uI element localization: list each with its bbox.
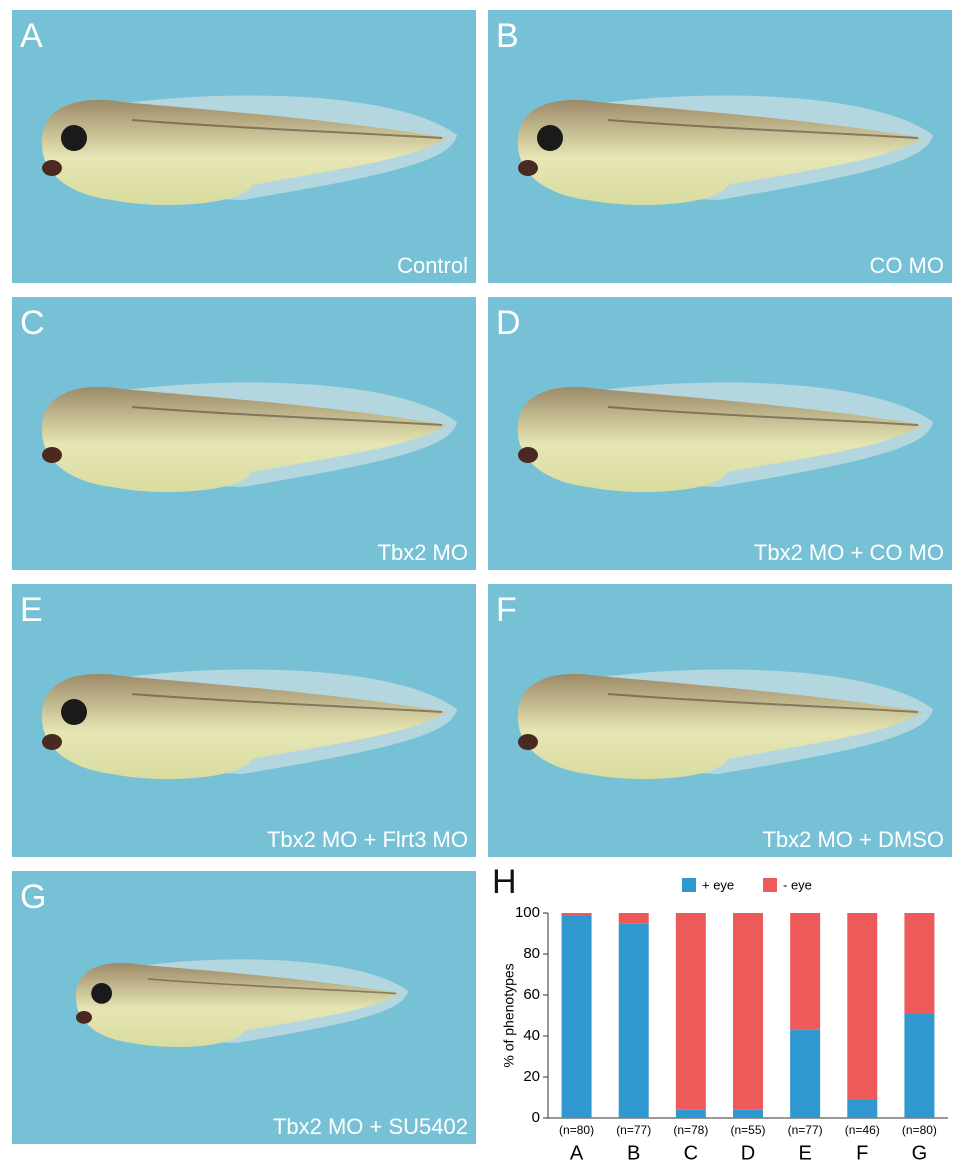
panel: A Control xyxy=(12,10,476,283)
embryo-stripe xyxy=(131,693,443,713)
bar-segment xyxy=(675,913,706,1110)
panel: C Tbx2 MO xyxy=(12,297,476,570)
photo-panels: A Control B CO MO C Tbx2 MO D Tbx2 MO + CO MO E T… xyxy=(12,10,952,1144)
embryo xyxy=(517,382,933,492)
panel: G Tbx2 MO + SU5402 xyxy=(12,871,476,1144)
embryo-stripe xyxy=(131,406,443,426)
embryo-eye xyxy=(91,983,112,1004)
panel: F Tbx2 MO + DMSO xyxy=(488,584,952,857)
embryo-stripe xyxy=(607,119,919,139)
embryo-body xyxy=(517,386,923,492)
y-tick-label: 0 xyxy=(532,1109,540,1126)
x-tick-label: E xyxy=(798,1142,811,1164)
panel-letter: F xyxy=(496,591,517,629)
legend-label: - eye xyxy=(783,877,812,892)
bar-segment xyxy=(790,913,821,1030)
panel-caption: Tbx2 MO + DMSO xyxy=(762,827,944,852)
embryo-mouth xyxy=(518,447,538,463)
bar-segment xyxy=(904,1013,935,1118)
embryo-mouth xyxy=(518,734,538,750)
embryo-eye xyxy=(537,125,563,151)
n-label: (n=46) xyxy=(845,1123,880,1137)
n-label: (n=80) xyxy=(559,1123,594,1137)
embryo-eye xyxy=(61,699,87,725)
panel: B CO MO xyxy=(488,10,952,283)
x-tick-label: F xyxy=(856,1142,868,1164)
embryo-mouth xyxy=(42,447,62,463)
embryo-mouth xyxy=(518,160,538,176)
panel-letter: E xyxy=(20,591,43,629)
embryo xyxy=(41,669,457,779)
n-label: (n=77) xyxy=(616,1123,651,1137)
x-tick-label: G xyxy=(912,1142,928,1164)
y-axis-label: % of phenotypes xyxy=(501,963,517,1067)
embryo-stripe xyxy=(131,119,443,139)
n-label: (n=77) xyxy=(788,1123,823,1137)
legend-label: + eye xyxy=(702,877,734,892)
embryo xyxy=(517,669,933,779)
bar-segment xyxy=(733,913,763,1110)
x-tick-label: C xyxy=(684,1142,698,1164)
bar-segment xyxy=(847,913,878,1100)
bar-segment xyxy=(561,915,592,1118)
panel-caption: Tbx2 MO + CO MO xyxy=(754,540,944,565)
bar-segment xyxy=(618,923,649,1118)
legend-swatch xyxy=(763,878,777,892)
embryo xyxy=(41,95,457,205)
panel: D Tbx2 MO + CO MO xyxy=(488,297,952,570)
embryo xyxy=(75,959,408,1047)
panel-caption: Tbx2 MO xyxy=(378,540,468,565)
n-label: (n=80) xyxy=(902,1123,937,1137)
panel-caption: Control xyxy=(397,253,468,278)
embryo-body xyxy=(517,673,923,779)
n-label: (n=78) xyxy=(673,1123,708,1137)
embryo-body xyxy=(41,99,447,205)
panel: E Tbx2 MO + Flrt3 MO xyxy=(12,584,476,857)
y-tick-label: 100 xyxy=(515,904,540,921)
embryo-stripe xyxy=(607,406,919,426)
embryo-stripe xyxy=(147,978,397,995)
panel-letter: G xyxy=(20,878,46,916)
x-tick-label: B xyxy=(627,1142,640,1164)
chart: H % of phenotypes 0 20 40 60 80 100 + eye - eye (n… xyxy=(492,863,948,1164)
embryo-stripe xyxy=(607,693,919,713)
embryo-mouth xyxy=(42,734,62,750)
bar-segment xyxy=(675,1109,706,1118)
y-tick-label: 60 xyxy=(523,986,540,1003)
panel-letter: C xyxy=(20,304,45,342)
panel-letter: D xyxy=(496,304,521,342)
panel-letter: A xyxy=(20,17,43,55)
panel-caption: Tbx2 MO + SU5402 xyxy=(273,1114,468,1139)
y-tick-label: 80 xyxy=(523,945,540,962)
embryo-body xyxy=(75,962,400,1047)
panel-caption: CO MO xyxy=(869,253,944,278)
panel-letter: B xyxy=(496,17,519,55)
x-tick-label: D xyxy=(741,1142,755,1164)
bar-segment xyxy=(847,1099,878,1118)
bar-segment xyxy=(733,1109,763,1118)
embryo xyxy=(41,382,457,492)
panel-letter: H xyxy=(492,863,517,901)
x-tick-label: A xyxy=(570,1142,584,1164)
y-tick-label: 40 xyxy=(523,1027,540,1044)
n-label: (n=55) xyxy=(730,1123,765,1137)
bar-segment xyxy=(904,913,935,1014)
bar-segment xyxy=(790,1029,821,1118)
embryo-body xyxy=(41,386,447,492)
panel-caption: Tbx2 MO + Flrt3 MO xyxy=(267,827,468,852)
embryo-body xyxy=(517,99,923,205)
embryo xyxy=(517,95,933,205)
legend-swatch xyxy=(682,878,696,892)
bar-segment xyxy=(561,913,592,916)
embryo-eye xyxy=(61,125,87,151)
embryo-mouth xyxy=(76,1011,92,1024)
bar-segment xyxy=(618,913,649,924)
embryo-body xyxy=(41,673,447,779)
y-tick-label: 20 xyxy=(523,1068,540,1085)
embryo-mouth xyxy=(42,160,62,176)
